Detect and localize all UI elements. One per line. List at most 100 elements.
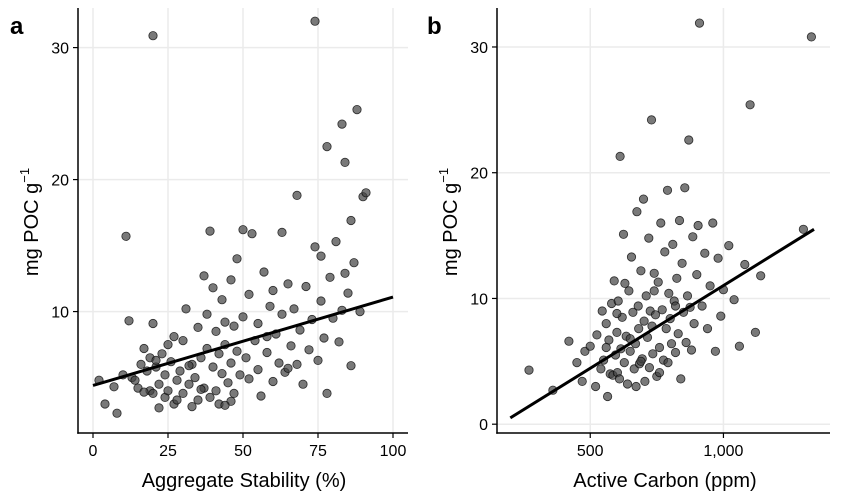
panel-b-data-point — [806, 32, 817, 42]
panel-a-data-point — [292, 359, 302, 369]
panel-b-data-point — [564, 336, 574, 346]
panel-a-data-point — [220, 317, 230, 327]
panel-a-data-point — [340, 157, 350, 167]
panel-a-data-point — [172, 395, 182, 405]
panel-b-data-point — [636, 356, 646, 366]
panel-a-data-point — [310, 242, 320, 252]
panel-a-data-point — [100, 399, 110, 409]
panel-a-y-tick-label: 20 — [51, 173, 69, 190]
panel-b-data-point — [686, 345, 697, 355]
panel-b-x-tick-label: 500 — [577, 443, 604, 460]
panel-b-data-point — [644, 233, 654, 243]
panel-a-data-point — [139, 387, 149, 397]
panel-a-data-point — [346, 215, 356, 226]
panel-a-data-point — [208, 362, 218, 372]
panel-b-data-point — [693, 220, 703, 231]
panel-b: b 500 1,000 0 10 20 30 Active Carbon (ppm) mg… — [427, 8, 830, 492]
panel-a-data-point — [220, 400, 230, 410]
panel-a-data-point — [157, 349, 167, 359]
panel-b-data-point — [572, 357, 582, 368]
panel-b-data-point — [633, 301, 643, 311]
panel-a-data-point — [346, 361, 356, 371]
panel-b-data-point — [650, 310, 661, 320]
panel-a-data-point — [253, 364, 263, 375]
panel-a-data-point — [178, 388, 188, 398]
panel-b-data-point — [716, 311, 726, 321]
panel-b-data-point — [609, 276, 619, 286]
panel-a-data-point — [310, 16, 320, 26]
panel-b-data-point — [619, 357, 629, 368]
panel-a: a 0 25 50 75 100 10 20 30 Aggregate Stability (… — [10, 8, 408, 492]
panel-b-data-point — [590, 381, 601, 392]
panel-b-y-tick-label: 30 — [470, 40, 488, 57]
panel-b-data-point — [662, 185, 673, 195]
panel-a-data-point — [124, 316, 134, 326]
panel-a-data-point — [178, 335, 188, 346]
panel-a-data-point — [148, 388, 158, 398]
panel-a-data-point — [181, 304, 191, 314]
panel-a-data-point — [211, 386, 221, 396]
panel-b-y-tick-label: 20 — [470, 166, 488, 183]
panel-a-data-point — [235, 370, 245, 380]
panel-b-data-point — [708, 218, 718, 228]
panel-b-data-point — [680, 183, 690, 193]
panel-b-data-point — [697, 301, 707, 311]
panel-a-y-axis-title-superscript: −1 — [17, 168, 32, 183]
panel-a-data-point — [274, 358, 284, 368]
panel-a-data-point — [268, 285, 278, 296]
panel-a-data-point — [334, 337, 344, 347]
panel-a-data-point — [121, 231, 131, 241]
panel-b-data-point — [713, 253, 723, 263]
panel-a-data-point — [322, 142, 332, 152]
panel-a-data-point — [316, 251, 326, 261]
panel-b-data-point — [618, 229, 629, 239]
panel-b-data-point — [654, 367, 665, 378]
panel-b-data-point — [638, 194, 649, 204]
panel-b-data-point — [670, 347, 681, 358]
panel-a-y-axis-title-main: mg POC g — [21, 183, 43, 276]
panel-a-data-point — [286, 341, 296, 351]
panel-b-data-point — [653, 277, 663, 287]
panel-a-x-axis-title: Aggregate Stability (%) — [142, 470, 347, 492]
panel-a-data-point — [136, 359, 146, 369]
panel-b-data-point — [745, 100, 755, 110]
panel-a-data-point — [325, 272, 335, 282]
panel-a-data-point — [217, 295, 227, 305]
panel-b-data-point — [702, 323, 713, 334]
panel-b-data-point — [636, 266, 646, 276]
panel-a-data-point — [193, 322, 203, 332]
panel-a-data-point — [154, 403, 164, 413]
panel-a-data-point — [226, 358, 236, 368]
panel-b-data-point — [628, 307, 638, 317]
panel-a-data-point — [241, 353, 251, 363]
panel-a-x-tick-label: 50 — [234, 443, 252, 460]
panel-b-trend-line — [509, 228, 815, 420]
panel-a-data-point — [244, 289, 254, 299]
panel-a-data-point — [268, 376, 278, 387]
panel-a-data-point — [208, 283, 218, 293]
panel-a-y-axis-title: mg POC g−1 — [17, 168, 43, 276]
panel-b-x-axis-title: Active Carbon (ppm) — [573, 470, 756, 492]
panel-b-data-point — [613, 296, 623, 306]
panel-b-data-point — [657, 305, 667, 315]
panel-a-data-point — [130, 375, 140, 385]
panel-a-data-point — [148, 318, 158, 329]
panel-a-y-tick-label: 10 — [51, 305, 69, 322]
panel-a-data-point — [259, 267, 269, 277]
panel-b-data-point — [614, 374, 625, 384]
panel-a-data-point — [196, 384, 206, 394]
panel-b-y-axis-title-superscript: −1 — [436, 168, 451, 183]
panel-b-data-point — [649, 286, 659, 296]
panel-b-data-point — [700, 248, 710, 258]
panel-a-data-point — [337, 119, 347, 129]
panel-b-data-point — [656, 218, 666, 228]
panel-b-data-point — [596, 364, 606, 374]
panel-a-data-point — [283, 279, 293, 289]
panel-a-x-tick-label: 75 — [309, 443, 327, 460]
panel-b-data-point — [672, 273, 682, 283]
panel-a-x-tick-label: 100 — [380, 443, 407, 460]
panel-a-data-point — [205, 226, 215, 236]
panel-b-data-point — [644, 362, 655, 373]
panel-b-y-axis-title: mg POC g−1 — [436, 168, 462, 276]
